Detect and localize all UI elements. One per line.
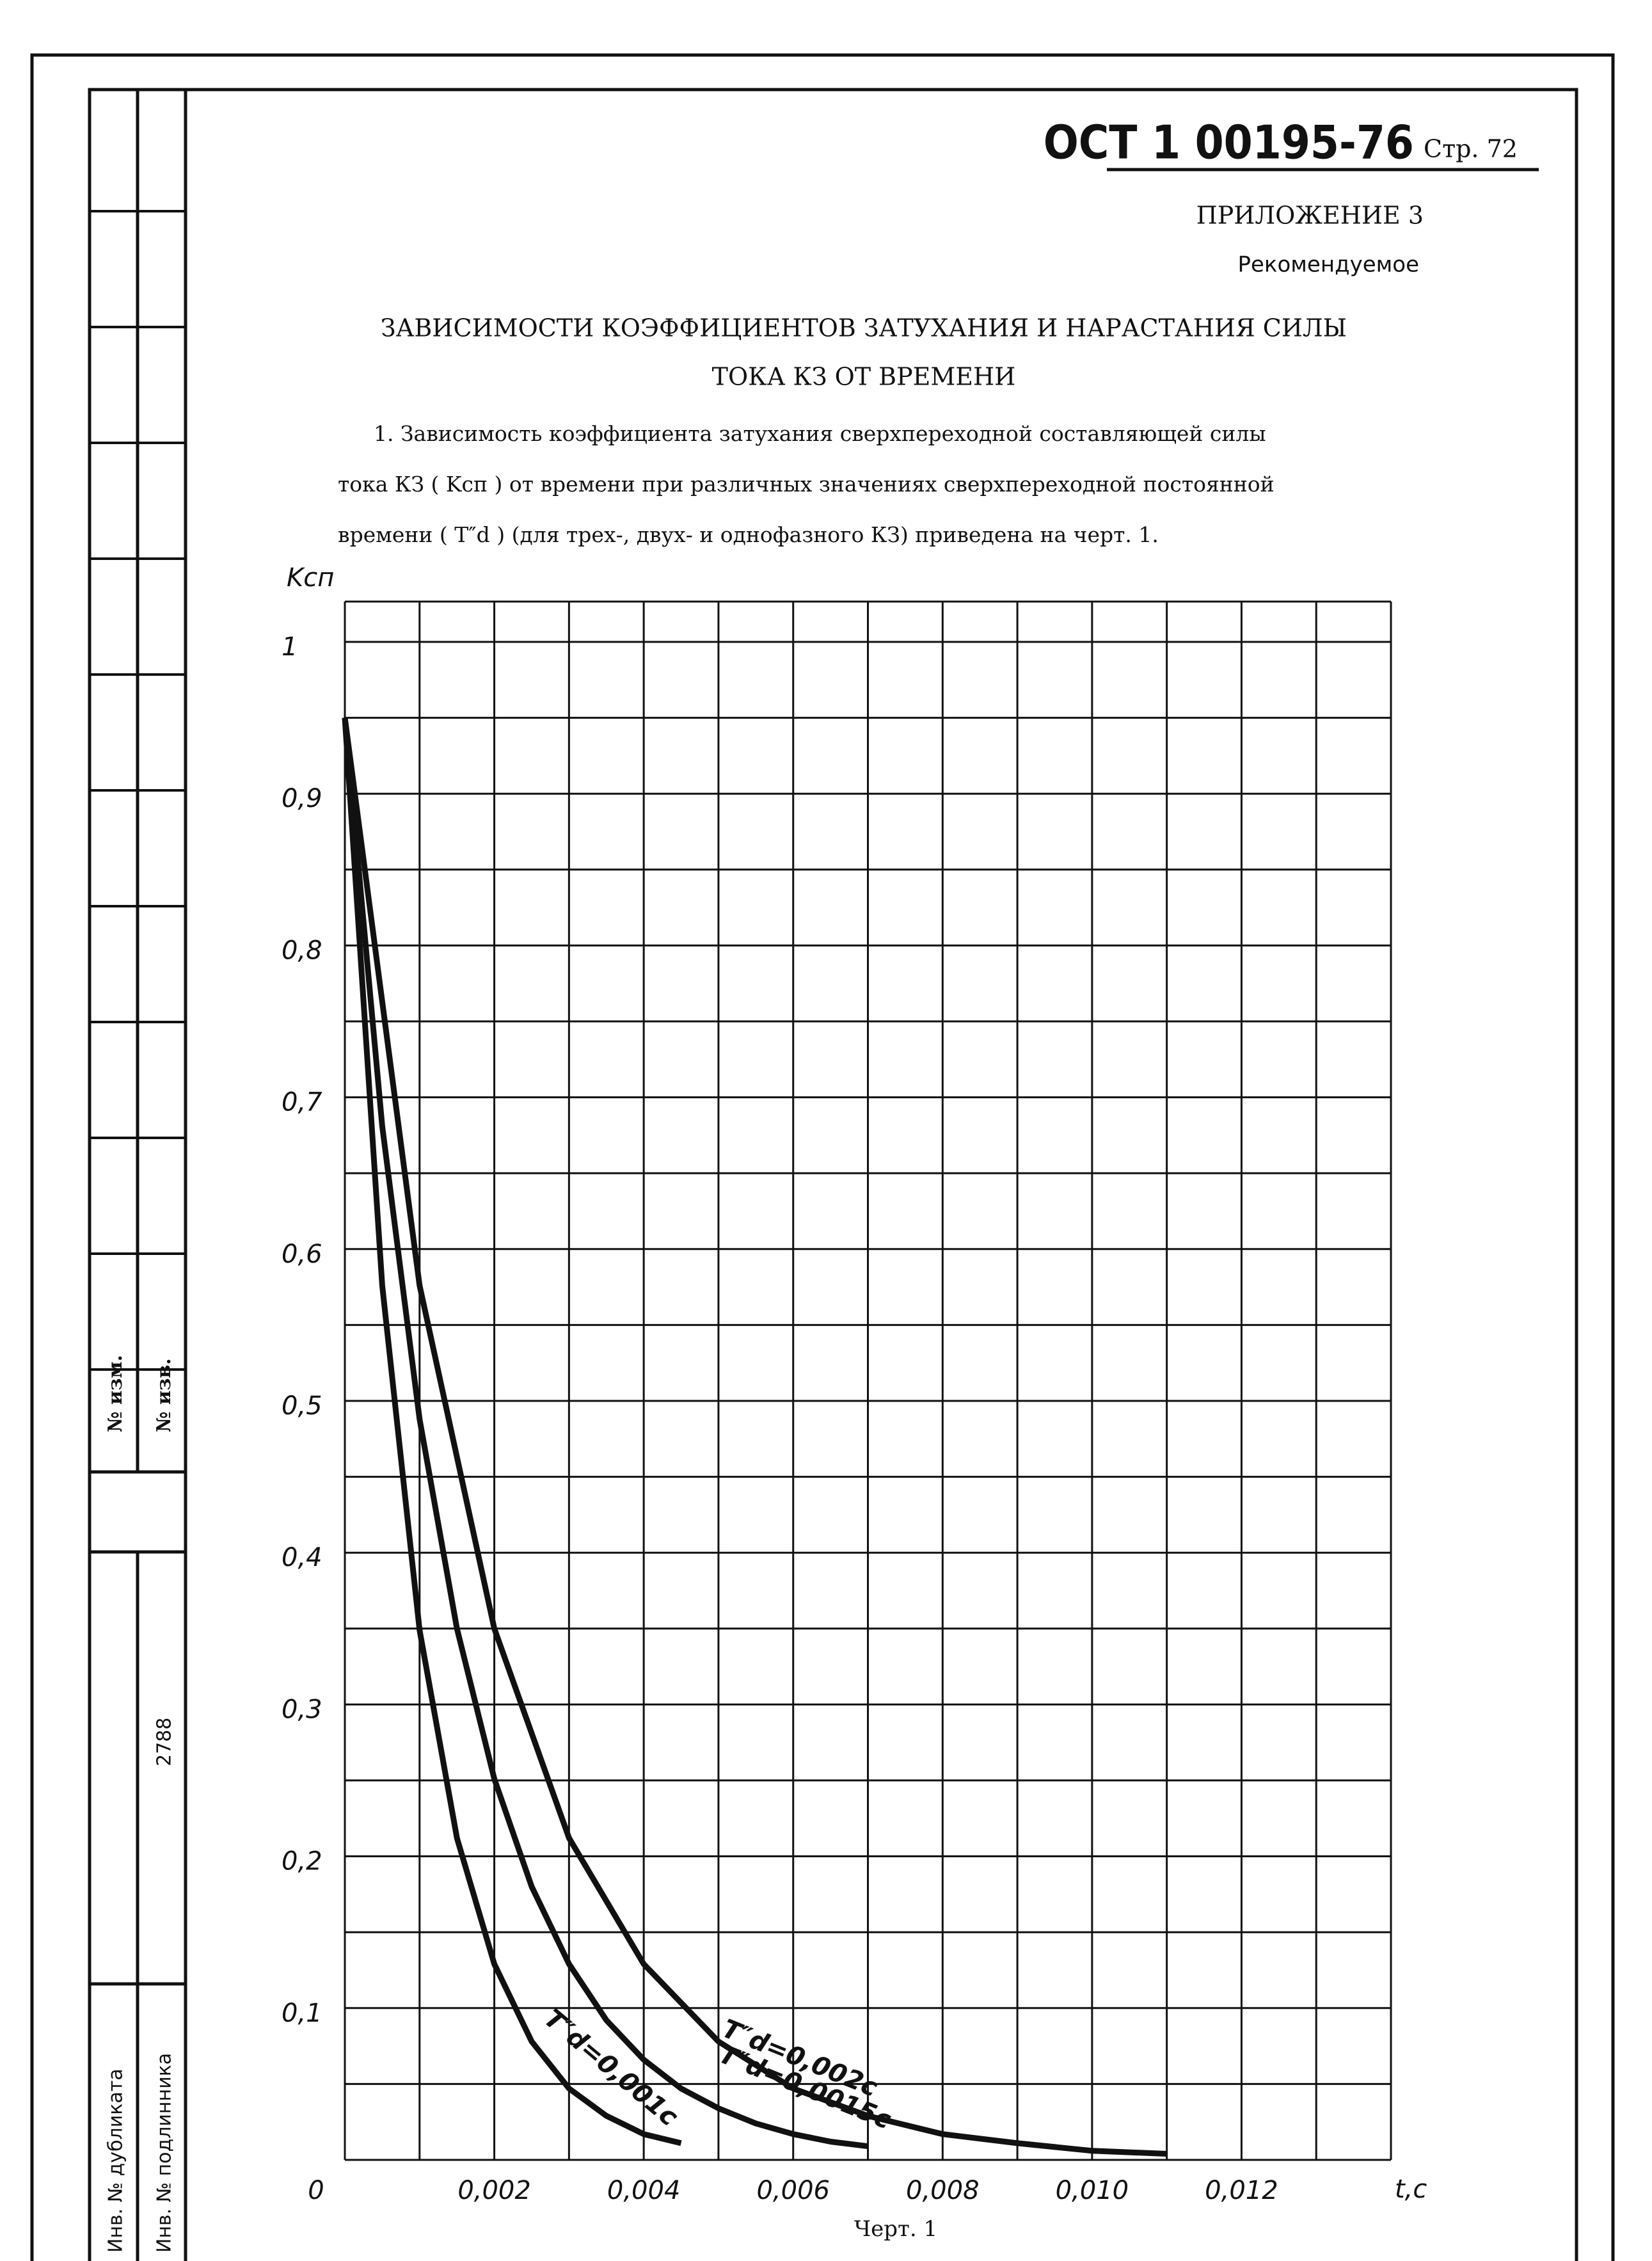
y-tick-label: 0,6 [282,1240,322,1269]
stamp-text: Инв. № дубликата [105,2068,127,2253]
y-tick-label: 1 [282,632,298,662]
x-tick-label: 0,010 [1056,2176,1129,2205]
y-tick-label: 0,3 [282,1695,322,1724]
x-tick-label: 0,006 [756,2176,830,2205]
x-tick-label: 0,002 [457,2176,531,2205]
caption: Черт. 1 [854,2216,937,2242]
stamp-text: Инв. № подлинника [154,2053,176,2253]
y-tick-label: 0,4 [282,1543,322,1572]
paragraph-line: 1. Зависимость коэффициента затухания св… [374,421,1266,446]
x-tick-label: 0,004 [607,2176,681,2205]
x-tick-label: 0 [308,2176,324,2205]
status: Рекомендуемое [1238,252,1419,278]
outer-frame [30,53,1615,2261]
curve [342,717,1167,2157]
page-number: Стр. 72 [1424,135,1518,163]
stamp-text: № изв. [153,1358,175,1432]
y-axis-label: Kсп [287,563,334,593]
document-code: ОСТ 1 00195-76 [1044,116,1414,170]
curve [342,717,869,2150]
stamp-text: № изм. [104,1355,127,1432]
title-line: ТОКА КЗ ОТ ВРЕМЕНИ [712,363,1016,391]
stamp-rows [90,210,186,1371]
inner-frame [88,88,1578,2261]
paragraph-line: тока КЗ ( Kсп ) от времени при различных… [338,472,1275,497]
x-tick-label: 0,008 [906,2176,980,2205]
y-tick-label: 0,2 [282,1847,322,1876]
stamp-text: 2788 [154,1718,176,1766]
paragraph-line: времени ( T″d ) (для трех-, двух- и одно… [338,522,1159,547]
y-tick-label: 0,1 [282,1999,322,2028]
x-tick-label: 0,012 [1205,2176,1278,2205]
y-tick-label: 0,7 [282,1088,322,1117]
x-axis-label: t,c [1395,2175,1427,2204]
appendix: ПРИЛОЖЕНИЕ 3 [1196,202,1424,230]
curve [342,717,682,2146]
y-tick-label: 0,5 [282,1391,322,1421]
y-tick-label: 0,8 [282,936,322,965]
title-line: ЗАВИСИМОСТИ КОЭФФИЦИЕНТОВ ЗАТУХАНИЯ И НА… [381,314,1347,342]
y-tick-label: 0,9 [282,784,322,813]
